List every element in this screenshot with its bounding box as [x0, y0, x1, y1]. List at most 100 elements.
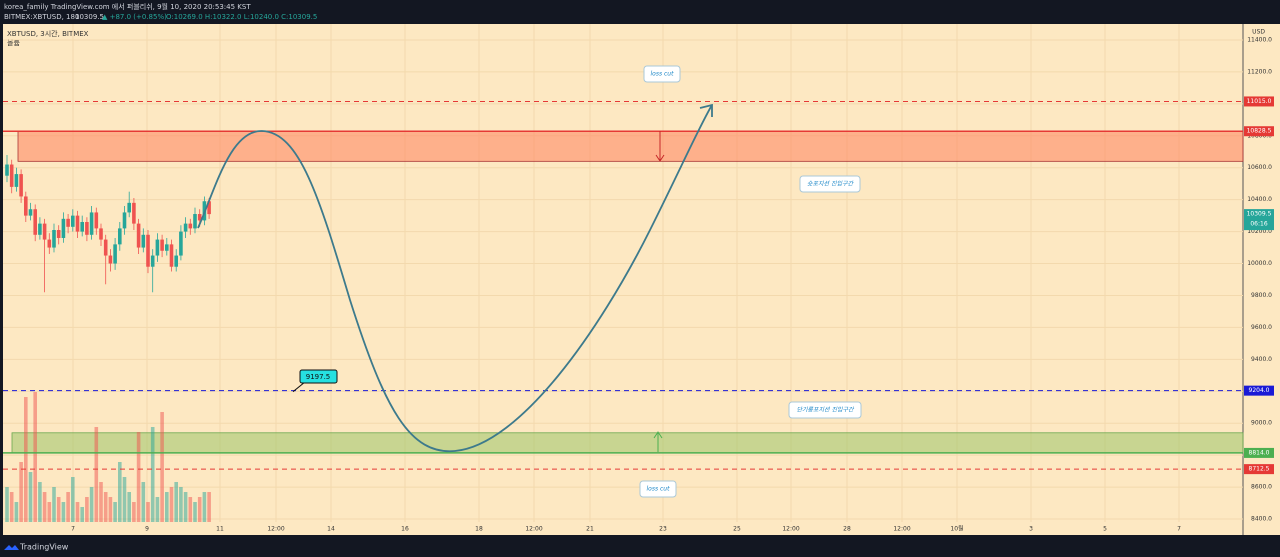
volume-bar — [80, 507, 84, 522]
countdown: 06:16 — [1250, 221, 1267, 228]
note: 단기롱포지션 진입구간 — [796, 407, 855, 414]
volume-bar — [14, 502, 19, 522]
candle-body — [136, 223, 141, 248]
candle-body — [9, 164, 14, 187]
candle-body — [179, 231, 183, 256]
chart-title: XBTUSD, 3시간, BITMEX — [7, 29, 89, 38]
up-arrow — [653, 431, 663, 452]
candle-body — [14, 174, 19, 187]
volume-bar — [61, 502, 66, 522]
x-tick-label: 12:00 — [782, 526, 799, 533]
note-box — [643, 65, 681, 83]
x-tick-label: 5 — [1103, 526, 1107, 533]
candle-body — [94, 212, 99, 229]
volume-bar — [155, 497, 160, 522]
volume-bar — [183, 492, 188, 522]
y-tick-label: 9600.0 — [1251, 324, 1272, 331]
candle-body — [71, 215, 75, 227]
volume-bar — [52, 487, 56, 522]
zone — [17, 130, 1244, 162]
last: 10309.5 — [75, 13, 104, 21]
x-tick-label: 16 — [401, 526, 409, 533]
volume-bar — [108, 497, 113, 522]
volume-bar — [113, 502, 117, 522]
volume-bar — [174, 482, 178, 522]
volume-bar — [33, 392, 37, 522]
level-label: 11015.0 — [1247, 98, 1272, 105]
note-box — [788, 401, 862, 419]
volume-bar — [47, 502, 52, 522]
x-tick-label: 7 — [1177, 526, 1181, 533]
candle-body — [197, 214, 202, 221]
candle-body — [33, 209, 37, 235]
volume-bar — [202, 492, 207, 522]
note: 숏포지션 진입구간 — [807, 181, 855, 188]
candle-body — [52, 229, 56, 248]
unit: USD — [1252, 29, 1265, 36]
candle-body — [42, 223, 47, 240]
publish-info: korea_family TradingView.com 에서 퍼블리쉬, 9월… — [4, 2, 251, 11]
volume-bar — [132, 502, 136, 522]
x-tick-label: 7 — [71, 526, 75, 533]
volume-bar — [42, 492, 47, 522]
ohlc: O:10269.0 H:10322.0 L:10240.0 C:10309.5 — [166, 13, 317, 21]
footer-bar — [0, 537, 1280, 557]
y-tick-label: 10000.0 — [1247, 260, 1272, 267]
y-tick-label: 10200.0 — [1247, 228, 1272, 235]
candle-body — [66, 218, 70, 227]
volume-bar — [56, 497, 61, 522]
level-tag — [1244, 96, 1274, 107]
candle-body — [56, 229, 61, 238]
volume-bar — [71, 477, 75, 522]
logo — [4, 545, 19, 550]
x-tick-label: 11 — [216, 526, 224, 533]
y-tick-label: 9400.0 — [1251, 356, 1272, 363]
y-tick-label: 9000.0 — [1251, 420, 1272, 427]
candle-body — [165, 244, 169, 251]
candle-body — [113, 244, 117, 264]
volume-bar — [9, 492, 14, 522]
volume-bar — [19, 462, 23, 522]
candle-body — [80, 222, 84, 232]
volume-bar — [141, 482, 146, 522]
volume-label: 볼륨 — [7, 38, 20, 47]
change: ▲ +87.0 (+0.85%) — [102, 13, 167, 21]
candle-body — [169, 244, 174, 267]
y-tick-label: 8600.0 — [1251, 484, 1272, 491]
x-tick-label: 3 — [1029, 526, 1033, 533]
candle-body — [28, 209, 33, 216]
x-tick-label: 21 — [586, 526, 594, 533]
level-tag — [1244, 464, 1274, 475]
volume-bar — [94, 427, 99, 522]
candle-body — [127, 202, 131, 213]
x-tick-label: 18 — [475, 526, 483, 533]
volume-bar — [146, 502, 150, 522]
x-tick-label: 12:00 — [525, 526, 542, 533]
volume-bar — [165, 492, 169, 522]
level-tag — [1244, 126, 1274, 137]
volume-bar — [89, 487, 94, 522]
volume-bar — [127, 492, 131, 522]
candle-body — [132, 202, 136, 224]
candle-body — [108, 255, 113, 264]
volume-bar — [188, 497, 193, 522]
candle-body — [122, 212, 127, 229]
y-tick-label: 11200.0 — [1247, 68, 1272, 75]
candle-body — [24, 196, 28, 216]
candle-body — [38, 223, 42, 235]
x-tick-label: 25 — [733, 526, 741, 533]
candle-body — [160, 239, 164, 251]
volume-bar — [136, 432, 141, 522]
candle-body — [75, 215, 80, 232]
x-tick-label: 9 — [145, 526, 149, 533]
volume-bar — [169, 487, 174, 522]
volume-bar — [179, 487, 183, 522]
arrow-head — [699, 103, 713, 117]
volume-bar — [197, 497, 202, 522]
x-tick-label: 28 — [843, 526, 851, 533]
volume-bar — [207, 492, 211, 522]
y-tick-label: 9800.0 — [1251, 292, 1272, 299]
last-tag — [1244, 209, 1274, 231]
volume-bar — [24, 397, 28, 522]
